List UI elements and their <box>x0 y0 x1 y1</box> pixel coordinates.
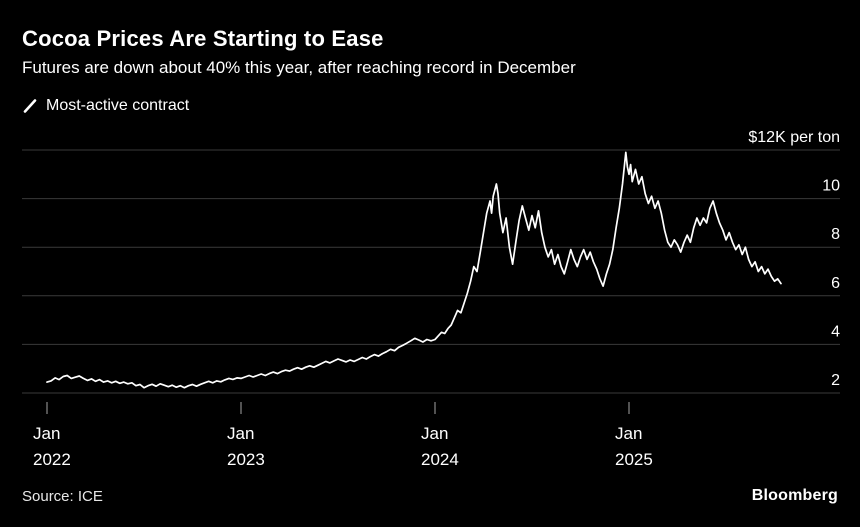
x-axis-tick-label-month: Jan <box>421 424 448 443</box>
bloomberg-logo: Bloomberg <box>751 487 838 504</box>
source-caption: Source: ICE <box>22 488 103 505</box>
page-subtitle: Futures are down about 40% this year, af… <box>22 58 576 77</box>
page-title: Cocoa Prices Are Starting to Ease <box>22 26 384 51</box>
x-axis: Jan 2022 Jan 2023 Jan 2024 Jan 2025 <box>33 402 653 469</box>
gridlines <box>22 149 840 394</box>
x-axis-tick-label-month: Jan <box>227 424 254 443</box>
legend-label: Most-active contract <box>46 97 190 114</box>
y-axis-labels: 2 4 6 8 10 $12K per ton <box>748 129 840 389</box>
y-axis-tick-label: 8 <box>831 226 840 243</box>
y-axis-tick-label: 10 <box>822 178 840 195</box>
y-axis-tick-label: 2 <box>831 372 840 389</box>
x-axis-tick-label-month: Jan <box>33 424 60 443</box>
x-axis-tick-label-year: 2024 <box>421 450 459 469</box>
series-line-most-active-contract <box>46 151 782 389</box>
y-axis-unit-label: $12K per ton <box>748 129 840 146</box>
y-axis-tick-label: 6 <box>831 275 840 292</box>
x-axis-tick-label-month: Jan <box>615 424 642 443</box>
x-axis-tick-label-year: 2023 <box>227 450 265 469</box>
x-axis-tick-label-year: 2022 <box>33 450 71 469</box>
line-mark-icon <box>22 98 38 114</box>
y-axis-tick-label: 4 <box>831 323 840 340</box>
legend: Most-active contract <box>22 97 189 115</box>
x-axis-tick-label-year: 2025 <box>615 450 653 469</box>
